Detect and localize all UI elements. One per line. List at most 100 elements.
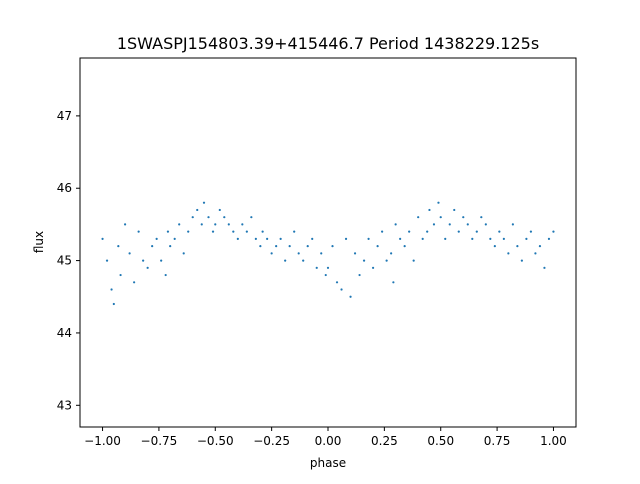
y-axis: 43 44 45 46 47 [57, 109, 80, 412]
data-point [367, 237, 370, 240]
data-point [466, 223, 469, 226]
data-point [110, 288, 113, 291]
data-point [117, 245, 120, 248]
data-point [320, 252, 323, 255]
data-point [552, 230, 555, 233]
data-point [462, 216, 465, 219]
data-point [534, 252, 537, 255]
data-point [489, 237, 492, 240]
y-tick-label: 44 [57, 326, 72, 340]
data-point [133, 281, 136, 284]
data-point [182, 252, 185, 255]
data-point [475, 230, 478, 233]
data-point [191, 216, 194, 219]
data-point [214, 223, 217, 226]
data-point [200, 223, 203, 226]
data-point [288, 245, 291, 248]
data-point [358, 273, 361, 277]
data-point [538, 245, 542, 248]
data-point [146, 266, 149, 269]
data-point [178, 223, 181, 226]
data-point [543, 266, 546, 269]
data-point [160, 259, 163, 262]
data-points [101, 201, 555, 306]
data-point [128, 252, 131, 255]
data-point [275, 245, 278, 248]
data-point [340, 288, 343, 291]
data-point [207, 216, 210, 219]
data-point [516, 245, 519, 248]
data-point [493, 245, 496, 248]
data-point [394, 223, 397, 226]
data-point [218, 208, 221, 212]
data-point [101, 237, 104, 240]
data-point [385, 259, 388, 262]
y-tick-label: 47 [57, 109, 72, 123]
data-point [187, 230, 190, 233]
data-point [270, 252, 273, 255]
data-point [331, 245, 334, 248]
x-tick-label: −0.75 [141, 434, 178, 448]
data-point [432, 223, 436, 226]
data-point [324, 273, 327, 277]
data-point [279, 237, 282, 240]
y-tick-label: 43 [57, 398, 72, 412]
data-point [448, 223, 451, 226]
data-point [408, 230, 411, 233]
data-point [151, 245, 154, 248]
data-point [306, 245, 309, 248]
x-axis-label: phase [310, 456, 346, 470]
data-point [412, 259, 415, 262]
data-point [232, 230, 235, 233]
data-point [259, 245, 262, 248]
data-point [480, 216, 483, 219]
data-point [155, 237, 158, 240]
data-point [444, 237, 447, 240]
data-point [437, 201, 440, 204]
x-tick-label: 0.00 [315, 434, 342, 448]
y-tick-label: 45 [57, 254, 72, 268]
data-point [315, 266, 318, 269]
data-point [311, 237, 314, 240]
data-point [484, 223, 487, 226]
data-point [421, 237, 424, 240]
y-axis-label: flux [32, 231, 46, 253]
data-point [261, 230, 264, 233]
data-point [353, 252, 357, 255]
data-point [142, 259, 145, 262]
data-point [547, 237, 551, 240]
data-point [471, 237, 474, 240]
data-point [498, 230, 501, 233]
data-point [371, 266, 375, 269]
data-point [173, 237, 176, 240]
x-axis: −1.00 −0.75 −0.50 −0.25 0.00 0.25 0.50 0.75 1.00 [84, 427, 567, 448]
data-point [293, 230, 296, 233]
x-tick-label: −1.00 [84, 434, 121, 448]
data-point [426, 230, 429, 233]
data-point [511, 223, 514, 226]
data-point [525, 237, 528, 240]
data-point [166, 230, 170, 233]
data-point [254, 237, 257, 240]
data-point [284, 259, 287, 262]
data-point [250, 216, 253, 219]
x-tick-label: −0.50 [197, 434, 234, 448]
data-point [403, 245, 406, 248]
x-tick-label: 0.75 [484, 434, 511, 448]
data-point [326, 266, 330, 269]
data-point [119, 273, 122, 277]
data-point [529, 230, 533, 233]
data-point [236, 237, 239, 240]
data-point [390, 252, 393, 255]
data-point [245, 230, 248, 233]
data-point [502, 237, 505, 240]
data-point [211, 230, 215, 233]
data-point [399, 237, 402, 240]
x-tick-label: 1.00 [540, 434, 567, 448]
data-point [169, 245, 172, 248]
data-point [123, 223, 127, 226]
data-point [417, 216, 420, 219]
